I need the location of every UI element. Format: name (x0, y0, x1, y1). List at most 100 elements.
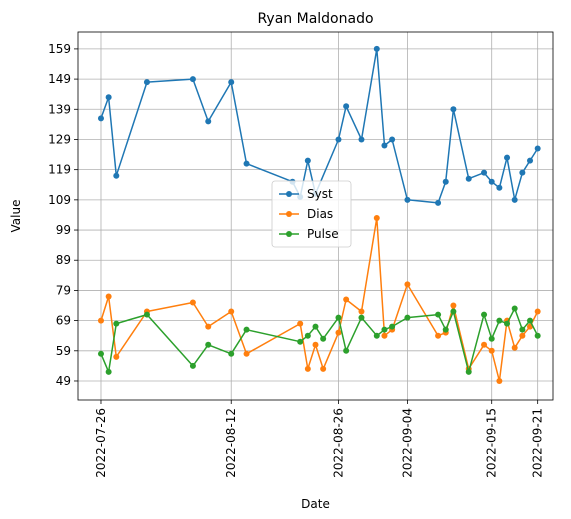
data-point-pulse (304, 332, 311, 339)
data-point-pulse (504, 320, 511, 327)
data-point-syst (97, 115, 104, 122)
data-point-pulse (496, 317, 503, 324)
data-point-syst (243, 160, 250, 167)
data-point-syst (465, 175, 472, 182)
data-point-syst (496, 184, 503, 191)
data-point-dias (343, 296, 350, 303)
data-point-syst (488, 178, 495, 185)
data-point-pulse (320, 335, 327, 342)
legend-label-dias: Dias (307, 207, 333, 221)
series-layer (97, 45, 541, 384)
data-point-syst (527, 157, 534, 164)
data-point-pulse (297, 338, 304, 345)
data-point-dias (243, 350, 250, 357)
data-point-dias (205, 323, 212, 330)
data-point-syst (105, 94, 112, 101)
data-point-syst (389, 136, 396, 143)
data-point-pulse (373, 332, 380, 339)
data-point-syst (481, 169, 488, 176)
x-tick-label: 2022-09-15 (485, 408, 499, 478)
y-tick-label: 49 (56, 374, 71, 388)
data-point-pulse (113, 320, 120, 327)
legend-label-syst: Syst (307, 187, 333, 201)
x-tick-label: 2022-09-04 (400, 408, 414, 478)
data-point-syst (189, 76, 196, 83)
data-point-syst (343, 103, 350, 110)
data-point-dias (320, 365, 327, 372)
data-point-pulse (519, 326, 526, 333)
data-point-pulse (205, 341, 212, 348)
data-point-dias (373, 214, 380, 221)
data-point-dias (404, 281, 411, 288)
data-point-pulse (343, 347, 350, 354)
data-point-syst (442, 178, 449, 185)
y-tick-label: 119 (48, 163, 71, 177)
data-point-syst (113, 172, 120, 179)
data-point-dias (358, 308, 365, 315)
data-point-pulse (389, 323, 396, 330)
data-point-pulse (450, 308, 457, 315)
data-point-pulse (442, 326, 449, 333)
y-tick-label: 109 (48, 193, 71, 207)
data-point-syst (228, 79, 235, 86)
data-point-syst (534, 145, 541, 152)
data-point-dias (189, 299, 196, 306)
y-tick-label: 79 (56, 283, 71, 297)
data-point-dias (97, 317, 104, 324)
data-point-syst (143, 79, 150, 86)
data-point-pulse (105, 368, 112, 375)
legend-label-pulse: Pulse (307, 227, 339, 241)
data-point-dias (297, 320, 304, 327)
data-point-pulse (312, 323, 319, 330)
data-point-syst (450, 106, 457, 113)
data-point-dias (435, 332, 442, 339)
x-axis-title: Date (301, 497, 330, 511)
legend-marker-pulse (286, 231, 292, 237)
data-point-pulse (404, 314, 411, 321)
data-point-pulse (189, 362, 196, 369)
data-point-pulse (228, 350, 235, 357)
data-point-syst (358, 136, 365, 143)
data-point-syst (205, 118, 212, 125)
data-point-dias (113, 353, 120, 360)
data-point-pulse (488, 335, 495, 342)
y-tick-label: 159 (48, 42, 71, 56)
data-point-dias (488, 347, 495, 354)
data-point-dias (534, 308, 541, 315)
data-point-syst (335, 136, 342, 143)
x-tick-label: 2022-08-12 (224, 408, 238, 478)
plot-frame (77, 31, 554, 401)
data-point-dias (335, 329, 342, 336)
y-tick-label: 129 (48, 132, 71, 146)
data-point-dias (304, 365, 311, 372)
y-tick-label: 59 (56, 344, 71, 358)
data-point-syst (381, 142, 388, 149)
data-point-syst (519, 169, 526, 176)
data-point-pulse (97, 350, 104, 357)
axes: 49 59 69 79 89 99 109 119 129 139 149 159 2022-07-26… (48, 42, 545, 478)
y-tick-label: 149 (48, 72, 71, 86)
data-point-dias (312, 341, 319, 348)
data-point-pulse (465, 368, 472, 375)
legend-marker-syst (286, 191, 292, 197)
y-axis-title: Value (9, 200, 23, 233)
data-point-dias (450, 302, 457, 309)
data-point-pulse (527, 317, 534, 324)
legend-box (271, 180, 352, 248)
data-point-dias (228, 308, 235, 315)
data-point-pulse (243, 326, 250, 333)
x-tick-label: 2022-08-26 (331, 408, 345, 478)
data-point-syst (435, 199, 442, 206)
legend-marker-dias (286, 211, 292, 217)
data-point-pulse (481, 311, 488, 318)
data-point-syst (504, 154, 511, 161)
data-point-pulse (381, 326, 388, 333)
data-point-syst (304, 157, 311, 164)
data-point-syst (404, 196, 411, 203)
data-point-dias (105, 293, 112, 300)
legend: Syst Dias Pulse (271, 180, 352, 248)
data-point-pulse (143, 311, 150, 318)
